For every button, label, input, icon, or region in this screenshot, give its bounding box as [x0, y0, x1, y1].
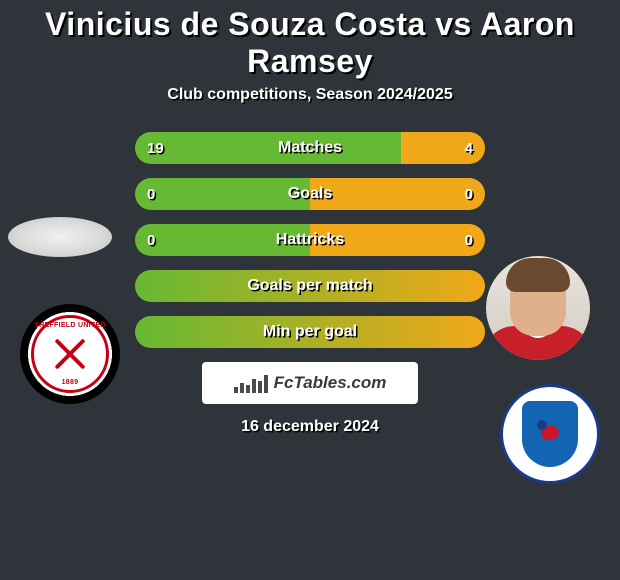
player1-portrait — [8, 217, 112, 257]
stat-bar — [135, 178, 485, 210]
stat-row-hattricks: Hattricks00 — [135, 224, 485, 256]
stat-bar — [135, 316, 485, 348]
subtitle: Club competitions, Season 2024/2025 — [0, 86, 620, 104]
page-title: Vinicius de Souza Costa vs Aaron Ramsey — [0, 4, 620, 86]
stat-bar-left — [135, 178, 310, 210]
crossed-swords-icon — [50, 334, 90, 374]
brand-chart-icon — [234, 373, 268, 393]
comparison-bars: SHEFFIELD UNITED 1889 Matches194Goals00H… — [0, 132, 620, 348]
brand-text: FcTables.com — [274, 373, 387, 393]
player2-club-badge — [500, 384, 600, 484]
club-name-top: SHEFFIELD UNITED — [34, 322, 106, 329]
stat-bar-right — [310, 178, 485, 210]
brand-box: FcTables.com — [202, 362, 418, 404]
stat-row-min-per-goal: Min per goal — [135, 316, 485, 348]
bluebird-icon — [535, 422, 565, 446]
stat-bar-left — [135, 132, 401, 164]
stat-bar — [135, 132, 485, 164]
stat-bar — [135, 224, 485, 256]
stat-bar-right — [310, 224, 485, 256]
club-founded: 1889 — [34, 379, 106, 386]
player1-club-badge: SHEFFIELD UNITED 1889 — [20, 304, 120, 404]
stat-row-matches: Matches194 — [135, 132, 485, 164]
stat-bar-left — [135, 224, 310, 256]
stat-bar — [135, 270, 485, 302]
stat-row-goals: Goals00 — [135, 178, 485, 210]
player2-portrait — [486, 256, 590, 360]
stat-bar-right — [401, 132, 485, 164]
stat-row-goals-per-match: Goals per match — [135, 270, 485, 302]
